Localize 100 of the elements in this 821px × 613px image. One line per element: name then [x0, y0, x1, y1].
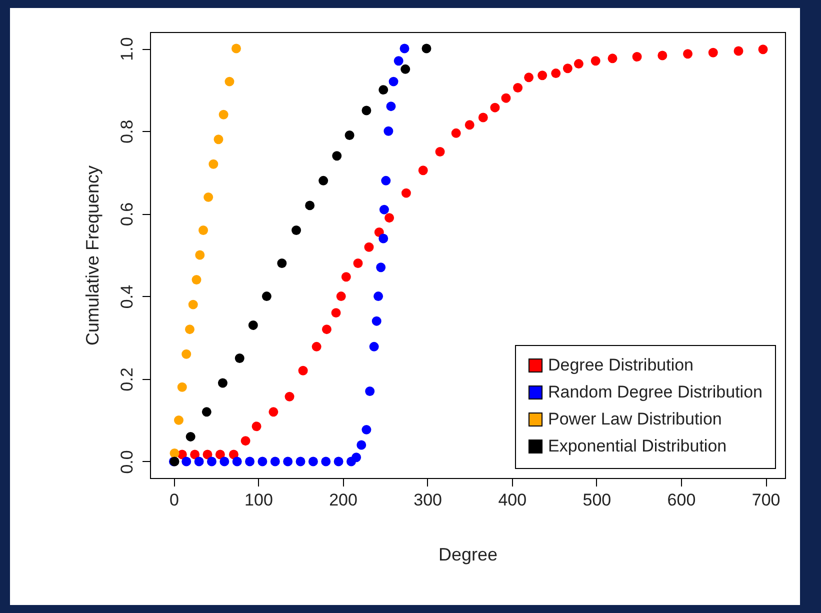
point: [177, 382, 187, 392]
point: [394, 56, 404, 66]
point: [386, 102, 396, 112]
point: [268, 407, 278, 417]
point: [252, 422, 262, 432]
point: [369, 342, 379, 352]
point: [708, 48, 718, 58]
y-tick-label: 0.8: [118, 120, 136, 144]
point: [608, 54, 618, 64]
point: [198, 225, 208, 235]
point: [186, 432, 196, 442]
point: [513, 83, 523, 92]
point: [284, 392, 294, 402]
point: [174, 415, 184, 425]
point: [374, 292, 384, 302]
point: [202, 450, 212, 460]
point: [418, 166, 428, 176]
legend-label: Power Law Distribution: [548, 410, 722, 428]
point: [632, 52, 642, 62]
x-tick-label: 600: [667, 490, 696, 510]
y-tick-label: 0.4: [118, 284, 136, 309]
point: [658, 50, 668, 60]
point: [184, 324, 194, 334]
point: [296, 456, 306, 466]
point: [336, 292, 346, 302]
point: [208, 159, 218, 169]
point: [270, 456, 280, 466]
point: [182, 456, 192, 466]
x-tick-label: 0: [169, 490, 179, 510]
point: [240, 436, 250, 446]
x-tick-label: 200: [329, 490, 358, 510]
y-tick-label: 1.0: [118, 37, 136, 61]
point: [378, 85, 388, 95]
point: [401, 188, 411, 198]
point: [190, 450, 200, 460]
y-tick-label: 0.0: [118, 450, 136, 474]
point: [501, 93, 511, 103]
point: [758, 44, 768, 54]
point: [381, 176, 391, 186]
point: [683, 49, 693, 59]
point: [292, 225, 302, 235]
point: [422, 44, 432, 54]
point: [192, 275, 202, 285]
point: [551, 68, 561, 78]
x-tick-label: 700: [752, 490, 780, 510]
point: [590, 56, 600, 66]
point: [245, 456, 255, 466]
x-tick-label: 300: [414, 490, 442, 510]
point: [341, 272, 351, 282]
point: [435, 147, 445, 156]
point: [318, 176, 328, 186]
point: [321, 456, 331, 466]
point: [195, 250, 205, 260]
point: [188, 300, 198, 310]
legend-label: Exponential Distribution: [548, 436, 727, 456]
x-axis-title: Degree: [438, 544, 498, 564]
point: [356, 440, 366, 450]
point: [376, 262, 386, 272]
point: [372, 316, 382, 326]
point: [204, 192, 214, 202]
point: [478, 112, 488, 122]
point: [734, 46, 744, 56]
point: [220, 456, 230, 466]
point: [170, 448, 180, 458]
point: [388, 76, 398, 86]
point: [215, 450, 225, 460]
point: [232, 44, 241, 54]
point: [362, 424, 372, 434]
point: [362, 106, 372, 116]
point: [194, 456, 204, 466]
point: [258, 456, 268, 466]
x-tick-label: 400: [498, 490, 527, 510]
point: [451, 128, 461, 138]
point: [400, 64, 410, 74]
point: [331, 308, 341, 318]
point: [248, 320, 258, 330]
point: [384, 126, 394, 136]
point: [277, 258, 287, 268]
point: [464, 120, 474, 130]
y-axis-title: Cumulative Frequency: [82, 165, 102, 346]
point: [378, 234, 388, 244]
point: [228, 450, 238, 460]
legend-label: Random Degree Distribution: [548, 382, 762, 402]
x-tick-label: 500: [582, 490, 612, 510]
point: [352, 452, 362, 462]
point: [308, 456, 318, 466]
point: [364, 242, 374, 252]
point: [218, 378, 228, 388]
x-tick-label: 100: [244, 490, 273, 510]
point: [334, 456, 344, 466]
point: [283, 456, 293, 466]
point: [206, 456, 216, 466]
y-tick-label: 0.2: [118, 368, 136, 392]
point: [234, 354, 244, 363]
point: [262, 292, 272, 302]
legend-label: Degree Distribution: [548, 356, 694, 374]
point: [322, 324, 332, 334]
point: [379, 204, 389, 214]
point: [353, 258, 363, 268]
point: [232, 456, 242, 466]
